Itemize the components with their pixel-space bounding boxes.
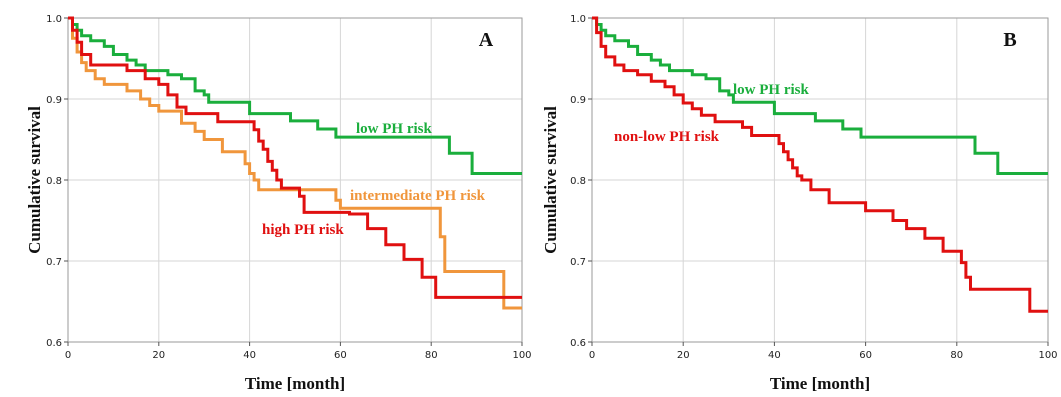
y-tick-label: 1.0 xyxy=(570,14,586,25)
x-tick-label: 80 xyxy=(950,350,963,361)
x-tick-label: 40 xyxy=(768,350,781,361)
y-tick-label: 0.8 xyxy=(46,176,62,187)
panel-letter-b: B xyxy=(1003,29,1016,51)
x-tick-label: 20 xyxy=(677,350,690,361)
y-tick-label: 0.7 xyxy=(570,257,586,268)
series-label-intermediate-a: intermediate PH risk xyxy=(350,188,486,204)
series-label-low-a: low PH risk xyxy=(356,121,432,137)
x-axis-title-a: Time [month] xyxy=(245,374,345,393)
x-tick-label: 100 xyxy=(1038,350,1057,361)
x-tick-label: 40 xyxy=(243,350,256,361)
series-label-low-b: low PH risk xyxy=(733,82,809,98)
x-tick-label: 100 xyxy=(512,350,531,361)
x-tick-label: 0 xyxy=(65,350,71,361)
y-axis-title-a: Cumulative survival xyxy=(25,106,44,254)
series-line-low-ph-risk xyxy=(68,16,522,175)
y-axis-title-b: Cumulative survival xyxy=(541,106,560,254)
x-tick-label: 20 xyxy=(152,350,165,361)
series-line-low-ph-risk xyxy=(592,16,1048,175)
y-tick-label: 0.6 xyxy=(570,338,586,349)
y-tick-label: 0.7 xyxy=(46,257,62,268)
y-tick-label: 0.9 xyxy=(46,95,62,106)
series-line-high-ph-risk xyxy=(68,16,522,299)
series-line-intermediate-ph-risk xyxy=(68,16,522,310)
x-tick-label: 80 xyxy=(425,350,438,361)
panel-b: 0 20 40 60 80 100 0.6 0.7 0.8 0.9 1.0 xyxy=(570,14,1057,361)
x-tick-label: 60 xyxy=(859,350,872,361)
x-axis-title-b: Time [month] xyxy=(770,374,870,393)
x-tick-label: 60 xyxy=(334,350,347,361)
y-tick-label: 0.9 xyxy=(570,95,586,106)
series-label-high-a: high PH risk xyxy=(262,222,344,238)
series-line-non-low-ph-risk xyxy=(592,16,1048,313)
panel-letter-a: A xyxy=(479,29,494,51)
y-tick-label: 0.8 xyxy=(570,176,586,187)
x-tick-label: 0 xyxy=(589,350,595,361)
series-label-nonlow-b: non-low PH risk xyxy=(614,129,720,145)
y-tick-label: 0.6 xyxy=(46,338,62,349)
y-tick-label: 1.0 xyxy=(46,14,62,25)
panel-a: 0 20 40 60 80 100 0.6 0.7 0.8 0.9 1.0 xyxy=(46,14,531,361)
